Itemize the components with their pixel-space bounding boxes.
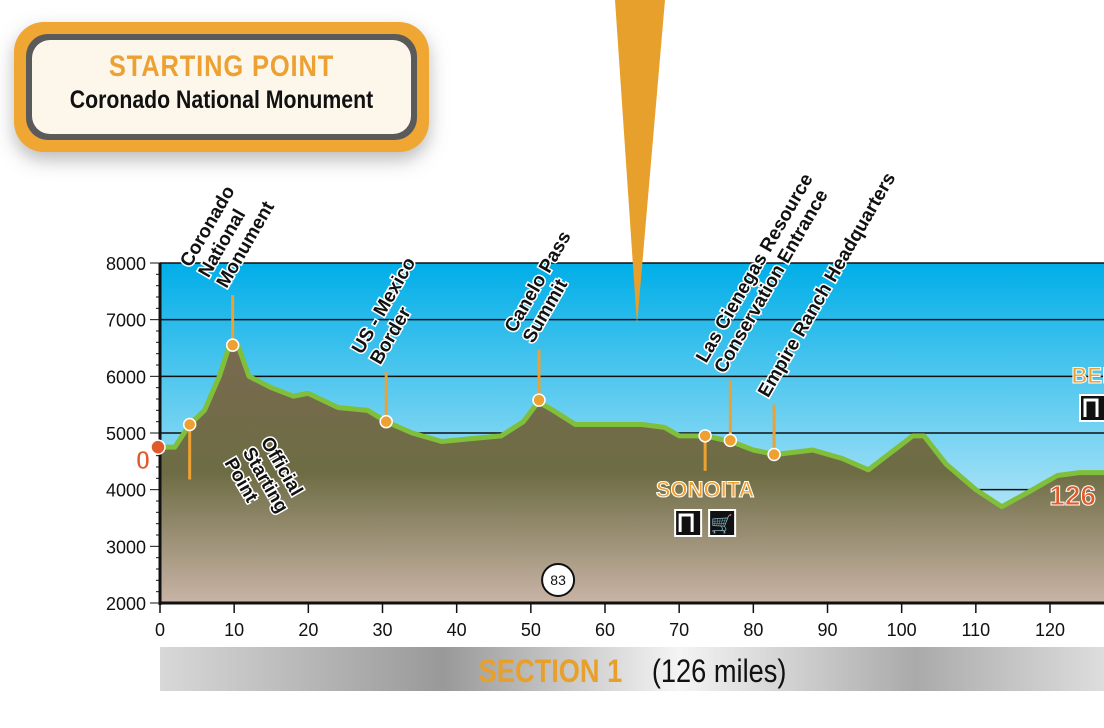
waypoint-marker [225, 338, 240, 352]
waypoint-marker [182, 417, 197, 432]
x-tick-label: 90 [817, 620, 837, 640]
starting-point-box: STARTING POINT Coronado National Monumen… [14, 22, 429, 152]
starting-point-name: Coronado National Monument [69, 86, 374, 114]
x-tick-label: 50 [521, 620, 541, 640]
town-label: BEN [1072, 363, 1104, 388]
waypoint-marker [532, 393, 546, 407]
x-tick-label: 0 [155, 620, 165, 640]
x-tick-label: 20 [298, 620, 318, 640]
x-tick-label: 40 [447, 620, 467, 640]
y-tick-label: 2000 [106, 594, 146, 614]
y-tick-label: 7000 [106, 311, 146, 331]
terrain-area [160, 342, 1104, 603]
x-tick-label: 80 [743, 620, 763, 640]
start-marker [150, 439, 166, 455]
x-tick-label: 60 [595, 620, 615, 640]
y-tick-label: 5000 [106, 424, 146, 444]
route-number: 83 [550, 572, 566, 588]
x-tick-label: 70 [669, 620, 689, 640]
x-tick-label: 30 [372, 620, 392, 640]
waypoint-marker [698, 429, 712, 443]
elevation-line [160, 339, 1104, 510]
lodging-door-icon [1083, 398, 1099, 417]
town-label: SONOITA [656, 477, 755, 502]
end-mile-label: 126 [1049, 480, 1096, 511]
x-tick-label: 100 [887, 620, 917, 640]
lodging-door-icon [678, 513, 694, 532]
waypoint-marker [767, 447, 781, 462]
y-tick-label: 3000 [106, 537, 146, 557]
location-pointer [615, 0, 665, 325]
section-title: SECTION 1 [478, 653, 623, 689]
waypoint-marker [723, 433, 738, 448]
grocery-icon [708, 509, 737, 537]
starting-point-title: STARTING POINT [108, 50, 335, 83]
start-mile-label: 0 [136, 445, 150, 475]
section-length: (126 miles) [651, 653, 786, 689]
x-tick-label: 110 [961, 620, 990, 640]
section-banner: SECTION 1 (126 miles) [160, 647, 1104, 691]
waypoint-marker [379, 414, 393, 429]
x-tick-label: 10 [224, 620, 244, 640]
y-tick-label: 8000 [106, 254, 146, 274]
y-tick-label: 4000 [106, 481, 146, 501]
y-tick-label: 6000 [106, 367, 146, 387]
x-tick-label: 120 [1035, 620, 1065, 640]
route-shield [541, 563, 576, 597]
shopping-cart-icon: 🛒 [711, 513, 733, 534]
